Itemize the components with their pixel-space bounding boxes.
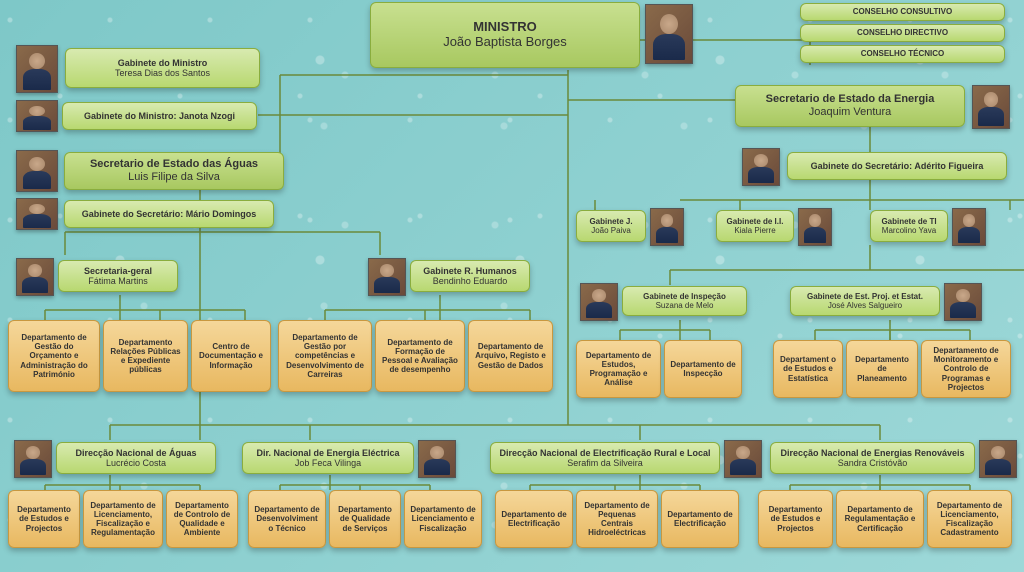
gabinete-sec-energia: Gabinete do Secretário: Adérito Figueira — [787, 152, 1007, 180]
dept-est3: Departamento de Monitoramento e Controlo… — [921, 340, 1011, 398]
dept-rn1: Departamento de Estudos e Projectos — [758, 490, 833, 548]
gab-rh-photo — [368, 258, 406, 296]
dir-renov: Direcção Nacional de Energias Renováveis… — [770, 442, 975, 474]
dept-ag1: Departamento de Estudos e Projectos — [8, 490, 80, 548]
gabsec-aguas-photo — [16, 198, 58, 230]
gab-j-photo — [650, 208, 684, 246]
gabinete-ministro-2: Gabinete do Ministro: Janota Nzogi — [62, 102, 257, 130]
gabinete-sec-aguas: Gabinete do Secretário: Mário Domingos — [64, 200, 274, 228]
gab-inspecao: Gabinete de InspeçãoSuzana de Melo — [622, 286, 747, 316]
gab-rh: Gabinete R. HumanosBendinho Eduardo — [410, 260, 530, 292]
gab-est-photo — [944, 283, 982, 321]
secretaria-geral: Secretaria-geralFátima Martins — [58, 260, 178, 292]
gabmin2-photo — [16, 100, 58, 132]
sec-geral-photo — [16, 258, 54, 296]
gab-insp-photo — [580, 283, 618, 321]
gab-est: Gabinete de Est. Proj. et Estat.José Alv… — [790, 286, 940, 316]
dept-rh2: Departamento de Formação de Pessoal e Av… — [375, 320, 465, 392]
dept-ag3: Departamento de Controlo de Qualidade e … — [166, 490, 238, 548]
gabinete-ministro-1: Gabinete do Ministro Teresa Dias dos San… — [65, 48, 260, 88]
ministro-node: MINISTRO João Baptista Borges — [370, 2, 640, 68]
dir-elect: Direcção Nacional de Electrificação Rura… — [490, 442, 720, 474]
gab-ti: Gabinete de TIMarcolino Yava — [870, 210, 948, 242]
gabmin1-photo — [16, 45, 58, 93]
dir-energia-photo — [418, 440, 456, 478]
gab-j: Gabinete J.João Paiva — [576, 210, 646, 242]
ministro-title: MINISTRO — [473, 20, 537, 35]
ministro-name: João Baptista Borges — [443, 35, 567, 50]
dept-insp1: Departamento de Estudos, Programação e A… — [576, 340, 661, 398]
dir-aguas: Direcção Nacional de ÁguasLucrécio Costa — [56, 442, 216, 474]
dept-el3: Departamento de Electrificação — [661, 490, 739, 548]
dept-ag2: Departamento de Licenciamento, Fiscaliza… — [83, 490, 163, 548]
sec-aguas-node: Secretario de Estado das Águas Luis Fili… — [64, 152, 284, 190]
sec-energia-node: Secretario de Estado da Energia Joaquim … — [735, 85, 965, 127]
dept-sg3: Centro de Documentação e Informação — [191, 320, 271, 392]
dept-el1: Departamento de Electrificação — [495, 490, 573, 548]
sec-aguas-photo — [16, 150, 58, 192]
dept-insp2: Departamento de Inspecção — [664, 340, 742, 398]
dept-el2: Departamento de Pequenas Centrais Hidroe… — [576, 490, 658, 548]
conselho-tecnico: CONSELHO TÉCNICO — [800, 45, 1005, 63]
conselho-directivo: CONSELHO DIRECTIVO — [800, 24, 1005, 42]
gab-ti-photo — [952, 208, 986, 246]
dept-rh3: Departamento de Arquivo, Registo e Gestã… — [468, 320, 553, 392]
sec-energia-photo — [972, 85, 1010, 129]
dir-energia: Dir. Nacional de Energia EléctricaJob Fe… — [242, 442, 414, 474]
dept-sg1: Departamento de Gestão do Orçamento e Ad… — [8, 320, 100, 392]
dept-rn3: Departamento de Licenciamento, Fiscaliza… — [927, 490, 1012, 548]
ministro-photo — [645, 4, 693, 64]
gabsec-energia-photo — [742, 148, 780, 186]
gab-ii: Gabinete de I.I.Kiala Pierre — [716, 210, 794, 242]
conselho-consultivo: CONSELHO CONSULTIVO — [800, 3, 1005, 21]
dept-sg2: Departamento Relações Públicas e Expedie… — [103, 320, 188, 392]
dir-renov-photo — [979, 440, 1017, 478]
dept-en1: Departamento de Desenvolviment o Técnico — [248, 490, 326, 548]
dept-est1: Departament o de Estudos e Estatística — [773, 340, 843, 398]
dept-rn2: Departamento de Regulamentação e Certifi… — [836, 490, 924, 548]
dept-en3: Departamento de Licenciamento e Fiscaliz… — [404, 490, 482, 548]
dir-elect-photo — [724, 440, 762, 478]
dir-aguas-photo — [14, 440, 52, 478]
dept-rh1: Departamento de Gestão por competências … — [278, 320, 372, 392]
gab-ii-photo — [798, 208, 832, 246]
dept-est2: Departamento de Planeamento — [846, 340, 918, 398]
dept-en2: Departamento de Qualidade de Serviços — [329, 490, 401, 548]
